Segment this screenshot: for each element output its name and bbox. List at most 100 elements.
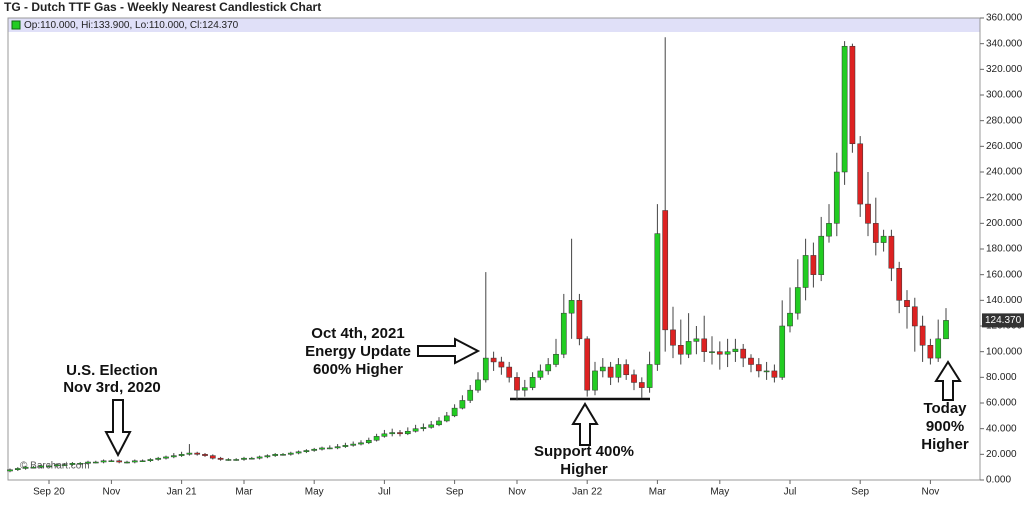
candle-body (365, 439, 372, 444)
candle-body (709, 351, 715, 353)
annotation-text: Nov 3rd, 2020 (63, 379, 161, 396)
annotation: Today 900% Higher (921, 360, 969, 453)
x-tick-label: Jan 21 (167, 487, 197, 498)
candle-body (514, 377, 520, 391)
y-tick-label: 100.000 (986, 346, 1023, 357)
candle-body (693, 338, 700, 342)
candle-body (342, 445, 349, 447)
candle-body (740, 348, 747, 359)
x-tick-label: Mar (649, 487, 667, 498)
candle-body (935, 338, 942, 359)
arrow (417, 337, 481, 365)
candle-body (607, 366, 614, 378)
candle-body (389, 432, 396, 435)
y-tick-label: 300.000 (986, 90, 1023, 101)
annotation-text: Support 400% (534, 443, 634, 460)
candle-body (350, 443, 357, 446)
candle-body (287, 452, 294, 455)
candle-body (919, 325, 926, 346)
candle-body (108, 460, 115, 462)
y-tick-label: 40.000 (986, 423, 1017, 434)
candle-body (209, 455, 216, 459)
candle-body (599, 366, 606, 372)
candle-body (779, 325, 786, 378)
candle-body (475, 379, 481, 391)
x-tick-label: Mar (235, 487, 253, 498)
x-tick-label: May (710, 487, 729, 498)
candle-body (841, 45, 848, 173)
arrow (104, 399, 132, 458)
y-tick-label: 360.000 (986, 13, 1023, 24)
candle-body (53, 464, 60, 467)
annotation: Oct 4th, 2021 Energy Update 600% Higher (305, 325, 481, 378)
candle-body (553, 353, 559, 365)
candle-body (826, 223, 832, 237)
candle-body (498, 361, 505, 368)
candle-body (358, 442, 364, 445)
candle-body (560, 312, 567, 355)
candle-body (802, 255, 809, 288)
candle-body (46, 465, 52, 468)
y-tick-label: 180.000 (986, 244, 1023, 255)
candle-body (576, 300, 583, 340)
candle-body (794, 287, 801, 314)
annotation-text: U.S. Election (66, 362, 158, 379)
watermark: © Barchart.com (20, 461, 90, 472)
candle-body (131, 460, 138, 463)
candle-body (943, 320, 949, 340)
last-price-box (982, 313, 1024, 328)
y-tick-label: 0.000 (986, 475, 1011, 486)
annotation-text: Today (923, 400, 967, 417)
candle-body (880, 235, 887, 243)
candle-body (264, 455, 271, 458)
candle-body (467, 389, 474, 401)
candle-body (857, 143, 864, 205)
y-tick-label: 20.000 (986, 449, 1017, 460)
candle-body (849, 45, 856, 145)
candle-body (763, 370, 770, 373)
candle-body (194, 452, 201, 455)
candle-body (787, 312, 793, 327)
candle-body (436, 420, 442, 426)
candle-body (100, 460, 107, 463)
candle-body (833, 171, 840, 224)
candle-body (888, 235, 895, 269)
candle-body (685, 341, 692, 355)
candle-body (872, 223, 879, 243)
candle-body (69, 463, 76, 465)
candle-body (373, 436, 380, 441)
candle-body (85, 461, 91, 464)
y-tick-label: 260.000 (986, 141, 1023, 152)
x-tick-label: Jul (784, 487, 797, 498)
candle-body (818, 235, 825, 275)
candle-body (163, 456, 169, 459)
candle-body (654, 233, 661, 365)
x-tick-label: Sep (446, 487, 464, 498)
candle-body (428, 424, 435, 428)
candle-body (615, 364, 622, 378)
x-tick-label: Nov (922, 487, 940, 498)
candle-body (896, 268, 903, 301)
candle-body (677, 345, 684, 355)
candle-body (670, 329, 676, 346)
candle-body (217, 457, 224, 460)
candle-body (30, 466, 37, 469)
y-tick-label: 340.000 (986, 38, 1023, 49)
candle-body (420, 427, 427, 429)
candle-body (716, 351, 723, 355)
y-tick-label: 60.000 (986, 398, 1017, 409)
y-tick-label: 240.000 (986, 167, 1023, 178)
annotation: Support 400% Higher (534, 402, 634, 478)
legend-text: Op:110.000, Hi:133.900, Lo:110.000, Cl:1… (24, 20, 239, 31)
candle-body (771, 370, 778, 378)
x-tick-label: Jan 22 (572, 487, 602, 498)
candle-body (92, 461, 99, 464)
candle-body (155, 457, 162, 460)
candle-body (404, 430, 411, 435)
candle-body (319, 447, 325, 450)
candle-body (139, 460, 146, 462)
candle-body (124, 461, 130, 464)
candle-body (170, 455, 177, 458)
